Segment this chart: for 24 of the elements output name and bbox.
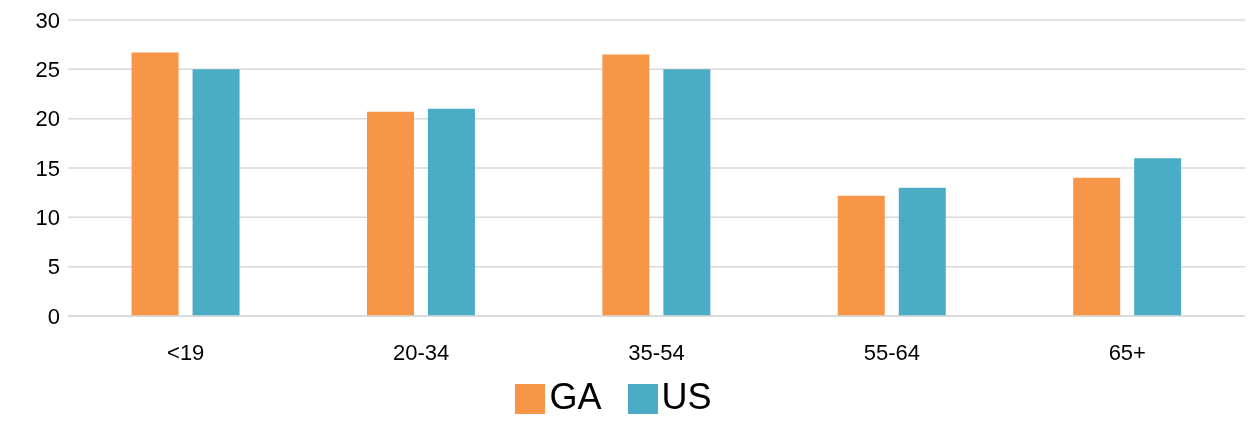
y-tick-label: 5 bbox=[47, 254, 60, 280]
bar bbox=[131, 52, 179, 316]
bar bbox=[898, 187, 946, 316]
y-tick-label: 0 bbox=[47, 303, 60, 329]
x-tick-label: 65+ bbox=[1108, 339, 1146, 365]
y-tick-label: 25 bbox=[35, 57, 60, 83]
bar bbox=[427, 108, 475, 316]
y-tick-label: 15 bbox=[35, 155, 60, 181]
bar bbox=[663, 69, 711, 316]
x-tick-label: 55-64 bbox=[863, 339, 921, 365]
legend-label: GA bbox=[549, 376, 602, 417]
y-tick-label: 10 bbox=[35, 205, 60, 231]
bar bbox=[837, 195, 885, 316]
bar bbox=[1073, 177, 1121, 316]
bar bbox=[602, 54, 650, 316]
y-tick-label: 30 bbox=[35, 7, 60, 33]
x-tick-label: 20-34 bbox=[392, 339, 450, 365]
bar bbox=[1134, 158, 1182, 316]
y-tick-label: 20 bbox=[35, 106, 60, 132]
bar bbox=[192, 69, 240, 316]
x-tick-label: 35-54 bbox=[628, 339, 685, 365]
bar bbox=[366, 111, 414, 316]
x-tick-label: <19 bbox=[167, 339, 205, 365]
legend-label: US bbox=[661, 376, 712, 417]
